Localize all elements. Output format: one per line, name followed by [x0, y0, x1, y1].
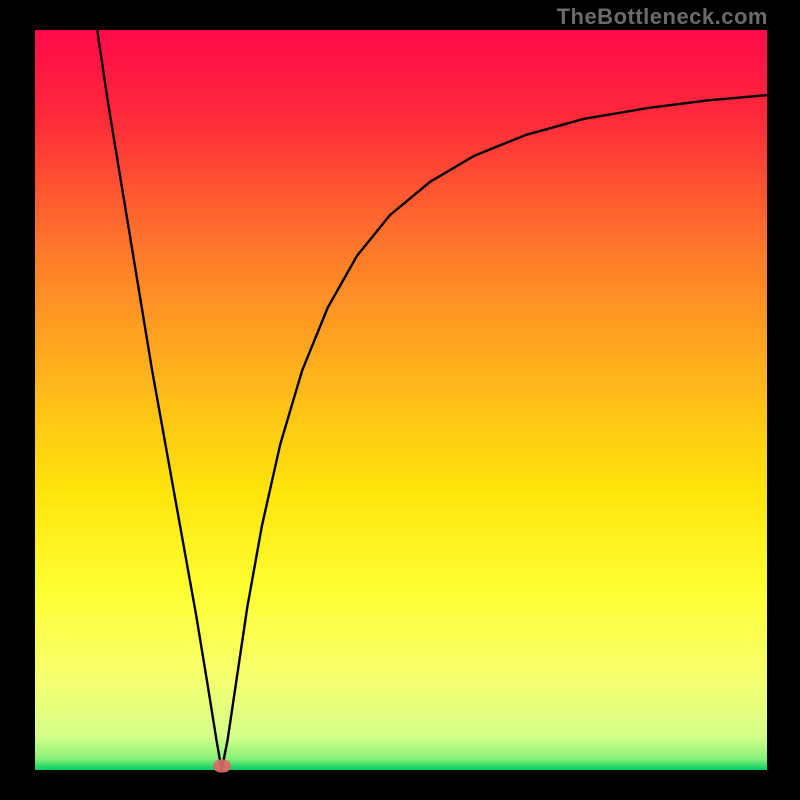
- watermark-text: TheBottleneck.com: [557, 4, 768, 30]
- balance-point-marker: [213, 760, 231, 773]
- chart-frame: TheBottleneck.com: [0, 0, 800, 800]
- curve-layer: [0, 0, 800, 800]
- bottleneck-curve: [97, 30, 767, 770]
